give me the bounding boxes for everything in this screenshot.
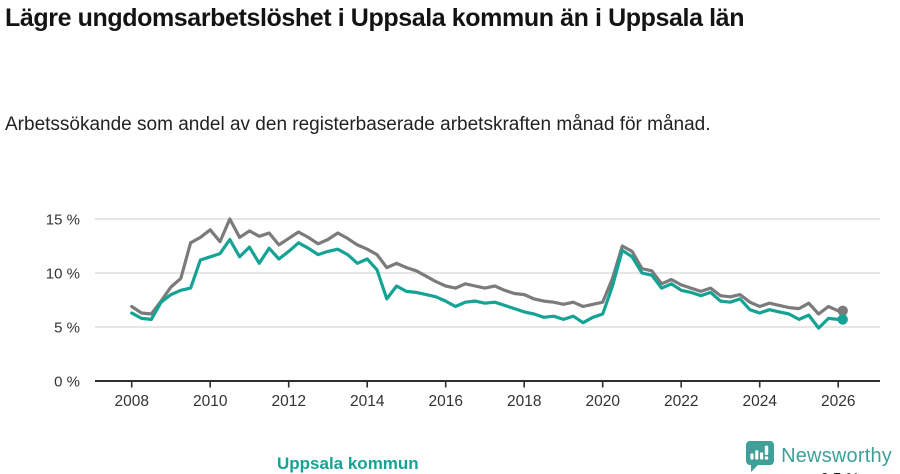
- chart-canvas: 15 % 10 % 5 % 0 % 2008 2010 2012 2014 2016 2018 20…: [46, 212, 880, 410]
- x-axis-tick-label: 2022: [664, 393, 698, 410]
- x-axis-tick-label: 2014: [350, 393, 385, 410]
- x-axis-tick-label: 2012: [271, 393, 305, 410]
- line-chart: 15 % 10 % 5 % 0 % 2008 2010 2012 2014 2016 2018 20…: [0, 190, 900, 474]
- newsworthy-logo-icon: [746, 441, 775, 472]
- chart-title: Lägre ungdomsarbetslöshet i Uppsala komm…: [5, 4, 745, 32]
- x-axis-tick-label: 2010: [193, 393, 228, 410]
- x-axis-tick-label: 2016: [428, 393, 462, 410]
- end-value-label-uppsala-lan: 6,5 %: [820, 471, 860, 474]
- x-axis-tick-label: 2020: [585, 393, 620, 410]
- end-dot-uppsala-kommun: [837, 314, 848, 325]
- chart-subtitle: Arbetssökande som andel av den registerb…: [5, 114, 711, 135]
- x-axis-tick-label: 2024: [742, 393, 777, 410]
- brand-name: Newsworthy: [781, 444, 892, 467]
- y-axis-tick-label: 10 %: [46, 266, 80, 283]
- y-axis-tick-label: 0 %: [54, 374, 80, 391]
- line-series-uppsala-lan: [130, 217, 840, 316]
- y-axis-tick-label: 15 %: [46, 212, 80, 229]
- x-axis-tick-label: 2008: [114, 393, 148, 410]
- newsworthy-credit[interactable]: Newsworthy: [744, 440, 892, 472]
- series-label-uppsala-kommun: Uppsala kommun: [277, 454, 419, 473]
- end-dot-uppsala-lan: [837, 305, 848, 316]
- y-axis-tick-label: 5 %: [54, 320, 80, 337]
- x-axis-tick-label: 2018: [507, 393, 541, 410]
- x-axis-tick-label: 2026: [821, 393, 855, 410]
- line-series-uppsala-kommun: [130, 237, 840, 330]
